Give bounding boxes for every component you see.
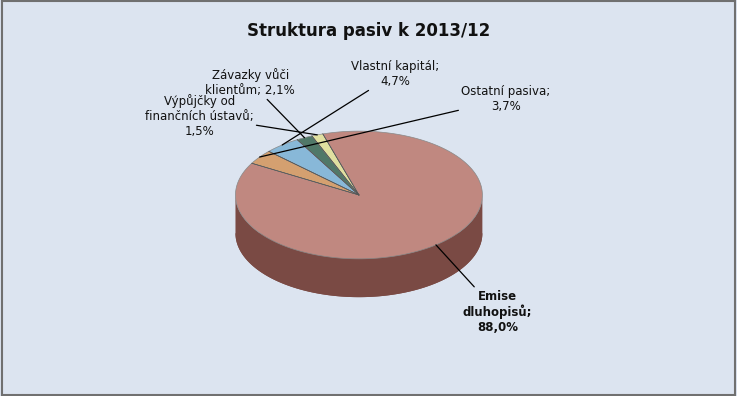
Text: Vlastní kapitál;
4,7%: Vlastní kapitál; 4,7% bbox=[282, 60, 439, 145]
Polygon shape bbox=[269, 140, 359, 195]
Text: Výpůjčky od
finančních ústavů;
1,5%: Výpůjčky od finančních ústavů; 1,5% bbox=[145, 94, 318, 138]
Text: Struktura pasiv k 2013/12: Struktura pasiv k 2013/12 bbox=[247, 22, 490, 40]
Text: Ostatní pasiva;
3,7%: Ostatní pasiva; 3,7% bbox=[259, 85, 551, 157]
Polygon shape bbox=[235, 195, 483, 297]
Polygon shape bbox=[312, 134, 359, 195]
Polygon shape bbox=[235, 233, 483, 297]
Text: Emise
dluhopisů;
88,0%: Emise dluhopisů; 88,0% bbox=[436, 245, 532, 335]
Text: Závazky vůči
klientům; 2,1%: Závazky vůči klientům; 2,1% bbox=[206, 68, 304, 138]
Polygon shape bbox=[235, 131, 483, 259]
Polygon shape bbox=[297, 136, 359, 195]
Polygon shape bbox=[252, 151, 359, 195]
